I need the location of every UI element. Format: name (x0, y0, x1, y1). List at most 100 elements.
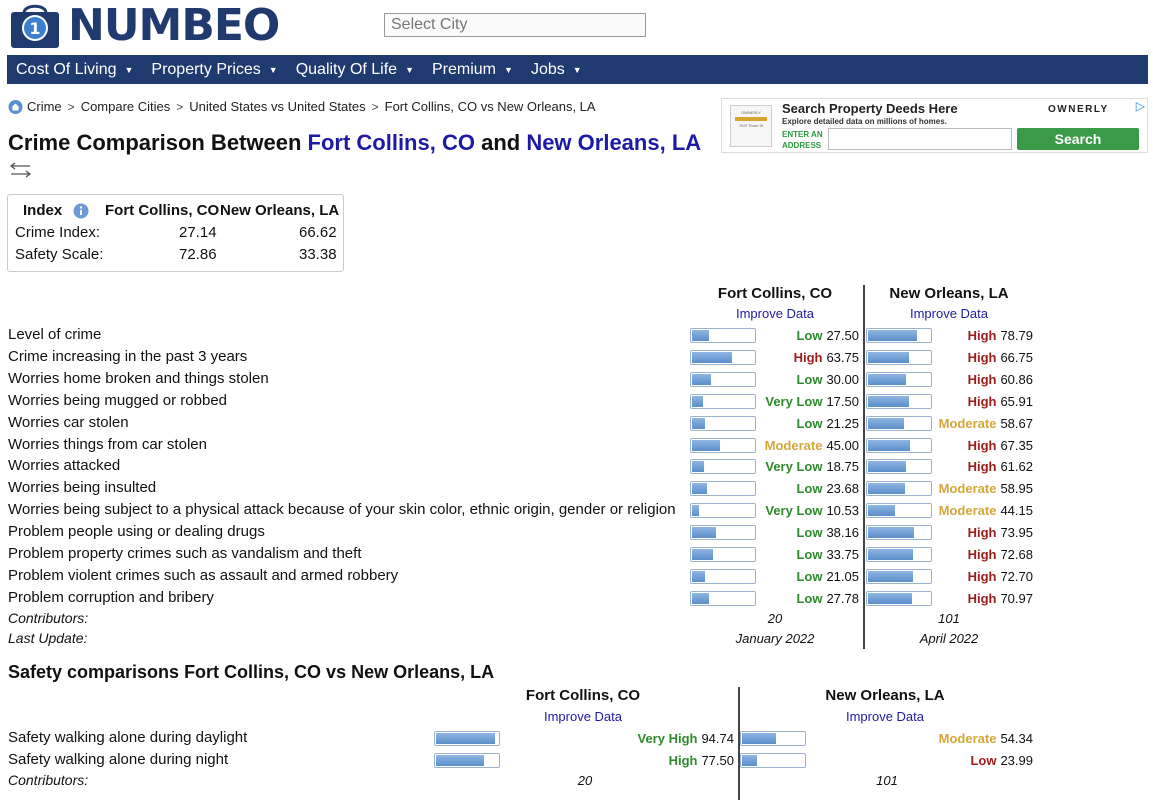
rating-bar-fill (868, 592, 912, 604)
index-row-value1: 27.14 (179, 224, 217, 241)
safety-section-title: Safety comparisons Fort Collins, CO vs N… (8, 662, 495, 682)
rating-level: High (967, 459, 997, 475)
title-city1-link[interactable]: Fort Collins, CO (307, 130, 475, 155)
rating-level: Moderate (938, 503, 997, 519)
rating-level: Low (796, 415, 823, 431)
caret-down-icon: ▼ (124, 64, 134, 75)
rating-value: Very Low 10.53 (765, 503, 859, 518)
breadcrumb-countries[interactable]: United States vs United States (189, 99, 366, 114)
rating-bar (434, 753, 500, 768)
breadcrumb-crime[interactable]: Crime (27, 99, 62, 114)
rating-level: High (793, 349, 823, 365)
ad-address-input[interactable] (828, 128, 1012, 150)
ad-search-button[interactable]: Search (1017, 128, 1139, 150)
nav-label: Premium (432, 60, 497, 78)
rating-value: High 72.68 (968, 547, 1033, 562)
rating-number: 17.50 (826, 393, 859, 409)
home-icon[interactable] (8, 99, 23, 114)
rating-value: Moderate 54.34 (939, 731, 1033, 746)
nav-cost-of-living[interactable]: Cost Of Living ▼ (7, 61, 142, 79)
ad-brand: OWNERLY (1048, 104, 1109, 115)
rating-number: 77.50 (701, 753, 734, 768)
safety-city1-header: Fort Collins, CO (525, 687, 641, 704)
rating-bar-fill (692, 351, 732, 363)
safety-contributors-2: 101 (876, 773, 898, 788)
info-circle-icon (73, 203, 89, 219)
select-city-input[interactable] (384, 13, 646, 37)
swap-cities-icon[interactable] (8, 161, 33, 179)
nav-property-prices[interactable]: Property Prices ▼ (142, 61, 286, 79)
rating-bar (866, 328, 932, 343)
row-label: Problem people using or dealing drugs (8, 523, 265, 541)
breadcrumb-separator: > (67, 99, 75, 114)
rating-level: Moderate (764, 437, 823, 453)
index-row-value2: 66.62 (299, 224, 337, 241)
breadcrumb-separator: > (176, 99, 184, 114)
rating-level: Low (796, 371, 823, 387)
crime-improve-data-link-1[interactable]: Improve Data (735, 306, 815, 321)
rating-bar-fill (436, 733, 495, 744)
rating-bar (690, 437, 756, 453)
ad-thumbnail: OWNERLY 7637 Rose St (730, 105, 772, 147)
title-city2-link[interactable]: New Orleans, LA (526, 130, 702, 155)
property-deeds-ad[interactable]: OWNERLY 7637 Rose St Search Property Dee… (721, 98, 1148, 153)
nav-label: Property Prices (151, 60, 261, 78)
rating-number: 38.16 (826, 525, 859, 541)
rating-bar-fill (692, 417, 706, 429)
column-divider (863, 285, 865, 649)
rating-level: Low (796, 547, 823, 562)
row-label: Level of crime (8, 326, 102, 343)
safety-improve-data-link-2[interactable]: Improve Data (845, 709, 925, 724)
rating-bar-fill (692, 461, 704, 473)
ad-enter-address-label: ENTER AN ADDRESS (782, 129, 823, 151)
row-label: Worries attacked (8, 457, 121, 475)
rating-bar-fill (692, 439, 720, 451)
rating-bar (866, 459, 932, 475)
nav-label: Jobs (530, 60, 565, 78)
rating-bar (740, 753, 806, 768)
rating-bar-fill (868, 417, 905, 429)
index-city2-header: New Orleans, LA (220, 202, 340, 219)
crime-city1-header: Fort Collins, CO (717, 285, 833, 302)
rating-number: 73.95 (1000, 525, 1033, 541)
rating-value: Moderate 58.95 (939, 481, 1033, 496)
rating-value: Low 23.99 (970, 753, 1033, 768)
safety-improve-data-link-1[interactable]: Improve Data (543, 709, 623, 724)
rating-bar (866, 503, 932, 519)
numbeo-logo[interactable]: 1 NUMBEO (8, 0, 280, 51)
rating-bar (690, 393, 756, 409)
rating-number: 54.34 (1000, 731, 1033, 746)
nav-quality-of-life[interactable]: Quality Of Life ▼ (287, 61, 423, 79)
rating-level: Very Low (765, 503, 823, 519)
crime-improve-data-link-2[interactable]: Improve Data (909, 306, 989, 321)
rating-bar (434, 731, 500, 746)
rating-number: 94.74 (701, 731, 734, 746)
brand-name: NUMBEO (68, 0, 280, 51)
rating-number: 78.79 (1000, 328, 1033, 343)
rating-bar-fill (692, 395, 703, 407)
info-icon[interactable] (73, 203, 89, 223)
row-label: Worries home broken and things stolen (8, 369, 269, 387)
rating-bar-fill (742, 733, 776, 744)
rating-bar-fill (868, 483, 905, 495)
rating-number: 72.70 (1000, 568, 1033, 584)
rating-value: Moderate 44.15 (939, 503, 1033, 518)
ad-choices-icon[interactable]: ▷ (1135, 99, 1145, 113)
row-label: Worries things from car stolen (8, 435, 207, 453)
rating-number: 72.68 (1000, 547, 1033, 562)
rating-bar (866, 590, 932, 606)
rating-level: High (967, 349, 997, 365)
rating-value: Very High 94.74 (637, 731, 734, 746)
row-label: Worries car stolen (8, 413, 129, 431)
nav-premium[interactable]: Premium ▼ (423, 61, 522, 79)
rating-value: Very Low 18.75 (765, 459, 859, 474)
breadcrumb-compare-cities[interactable]: Compare Cities (80, 99, 171, 114)
rating-bar (866, 481, 932, 497)
rating-bar (690, 349, 756, 365)
rating-bar (690, 481, 756, 497)
ad-thumb-line: 7637 Rose St (738, 123, 764, 128)
rating-value: High 60.86 (968, 372, 1033, 387)
nav-jobs[interactable]: Jobs ▼ (522, 61, 591, 79)
rating-number: 10.53 (826, 503, 859, 519)
rating-level: Moderate (938, 415, 997, 431)
